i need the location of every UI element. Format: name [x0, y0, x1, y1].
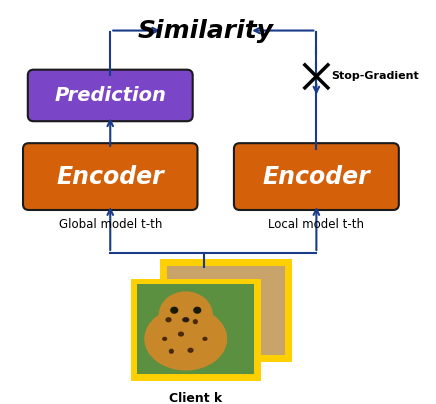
Ellipse shape — [188, 348, 193, 352]
Ellipse shape — [171, 307, 177, 313]
Text: Stop-Gradient: Stop-Gradient — [332, 72, 419, 81]
Text: Encoder: Encoder — [56, 164, 164, 189]
Ellipse shape — [203, 337, 207, 340]
FancyBboxPatch shape — [137, 284, 254, 374]
Text: Prediction: Prediction — [54, 86, 166, 105]
Text: Global model t-th: Global model t-th — [58, 218, 162, 231]
FancyBboxPatch shape — [163, 263, 288, 358]
FancyBboxPatch shape — [23, 143, 198, 210]
Ellipse shape — [183, 318, 189, 322]
Ellipse shape — [194, 307, 201, 313]
Text: Local model t-th: Local model t-th — [269, 218, 364, 231]
Text: Similarity: Similarity — [138, 19, 274, 43]
Ellipse shape — [166, 318, 171, 322]
Text: Client k: Client k — [169, 392, 222, 404]
FancyBboxPatch shape — [134, 282, 257, 377]
FancyBboxPatch shape — [28, 69, 193, 121]
Ellipse shape — [179, 332, 184, 336]
Text: Encoder: Encoder — [262, 164, 370, 189]
FancyBboxPatch shape — [234, 143, 399, 210]
Ellipse shape — [194, 320, 197, 324]
Ellipse shape — [145, 308, 227, 370]
Ellipse shape — [170, 349, 173, 353]
Ellipse shape — [163, 337, 167, 340]
Ellipse shape — [160, 292, 212, 338]
